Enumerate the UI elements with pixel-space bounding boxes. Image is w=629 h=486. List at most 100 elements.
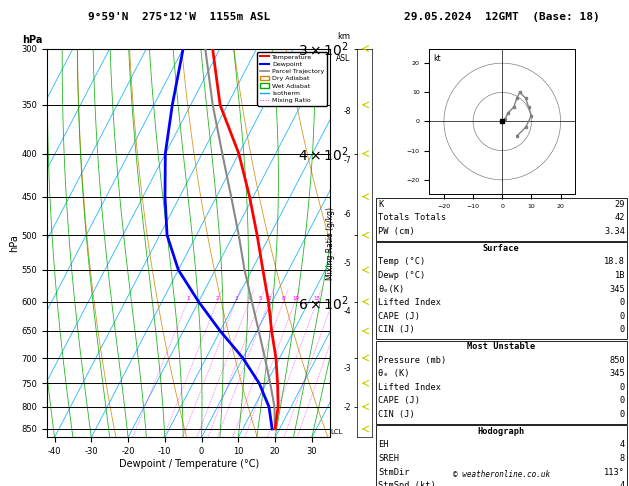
Dewpoint [161,194,169,200]
Text: Most Unstable: Most Unstable [467,342,535,351]
Dewpoint [265,404,273,410]
Dewpoint [255,380,263,386]
Line: Dewpoint: Dewpoint [165,49,272,429]
Text: 345: 345 [610,369,625,378]
Dewpoint [216,328,224,334]
Text: 3.34: 3.34 [604,227,625,236]
Text: 1: 1 [186,295,189,301]
Text: 6: 6 [267,295,271,301]
Text: 0: 0 [620,383,625,392]
Dewpoint [179,46,187,52]
Temperature [253,232,261,238]
Text: 8: 8 [620,454,625,463]
Dewpoint [269,426,276,432]
Text: -4: -4 [343,307,351,316]
Text: ASL: ASL [337,54,350,64]
Dewpoint [164,232,171,238]
Temperature [274,404,282,410]
Temperature [271,426,279,432]
Temperature [259,267,267,273]
Parcel Trajectory [235,232,243,238]
Text: 29: 29 [615,200,625,209]
Text: -7: -7 [343,156,351,165]
Dewpoint [195,299,203,305]
Text: -6: -6 [343,209,351,219]
Text: CIN (J): CIN (J) [378,325,415,334]
Text: CAPE (J): CAPE (J) [378,397,420,405]
Line: Temperature: Temperature [213,49,278,429]
Text: Temp (°C): Temp (°C) [378,257,425,266]
Text: 850: 850 [610,356,625,364]
Text: StmSpd (kt): StmSpd (kt) [378,481,436,486]
Parcel Trajectory [248,299,255,305]
Text: 10: 10 [292,295,299,301]
Text: -8: -8 [343,106,351,116]
Parcel Trajectory [270,404,278,410]
Parcel Trajectory [228,194,235,200]
Legend: Temperature, Dewpoint, Parcel Trajectory, Dry Adiabat, Wet Adiabat, Isotherm, Mi: Temperature, Dewpoint, Parcel Trajectory… [257,52,327,105]
Text: 1B: 1B [615,271,625,280]
Text: 29.05.2024  12GMT  (Base: 18): 29.05.2024 12GMT (Base: 18) [404,12,600,22]
Text: θₑ(K): θₑ(K) [378,284,404,294]
Text: km: km [337,32,350,41]
Text: -2: -2 [343,403,351,412]
Text: PW (cm): PW (cm) [378,227,415,236]
Text: 15: 15 [313,295,321,301]
Parcel Trajectory [218,151,226,156]
Text: 9°59'N  275°12'W  1155m ASL: 9°59'N 275°12'W 1155m ASL [88,12,270,22]
Parcel Trajectory [255,328,262,334]
Text: 18.8: 18.8 [604,257,625,266]
Text: kt: kt [434,54,442,64]
Text: Surface: Surface [483,243,520,253]
Text: 4: 4 [620,481,625,486]
Parcel Trajectory [267,380,274,386]
Text: 4: 4 [620,440,625,450]
Text: 2: 2 [216,295,220,301]
Line: Parcel Trajectory: Parcel Trajectory [205,49,275,429]
Temperature [209,46,216,52]
Temperature [272,355,280,361]
Text: θₑ (K): θₑ (K) [378,369,409,378]
Text: Hodograph: Hodograph [477,427,525,436]
Text: LCL: LCL [331,429,343,435]
Text: 0: 0 [620,397,625,405]
X-axis label: Dewpoint / Temperature (°C): Dewpoint / Temperature (°C) [119,459,259,469]
Text: 0: 0 [620,312,625,321]
Text: Lifted Index: Lifted Index [378,298,441,307]
Text: K: K [378,200,383,209]
Parcel Trajectory [261,355,269,361]
Dewpoint [239,355,247,361]
Text: CAPE (J): CAPE (J) [378,312,420,321]
Text: 0: 0 [620,410,625,419]
Temperature [246,194,253,200]
Text: © weatheronline.co.uk: © weatheronline.co.uk [453,469,550,479]
Text: Lifted Index: Lifted Index [378,383,441,392]
Temperature [274,380,281,386]
Y-axis label: hPa: hPa [9,234,19,252]
Text: 0: 0 [620,325,625,334]
Text: 4: 4 [248,295,251,301]
Text: Mixing Ratio (g/kg): Mixing Ratio (g/kg) [326,207,335,279]
Text: 8: 8 [282,295,286,301]
Parcel Trajectory [271,426,279,432]
Text: CIN (J): CIN (J) [378,410,415,419]
Text: SREH: SREH [378,454,399,463]
Text: Pressure (mb): Pressure (mb) [378,356,447,364]
Text: 0: 0 [620,298,625,307]
Text: 113°: 113° [604,468,625,477]
Text: Dewp (°C): Dewp (°C) [378,271,425,280]
Dewpoint [175,267,182,273]
Parcel Trajectory [201,46,209,52]
Temperature [265,299,272,305]
Text: hPa: hPa [21,35,42,45]
Text: -5: -5 [343,259,351,268]
Text: 5: 5 [259,295,262,301]
Parcel Trajectory [241,267,248,273]
Text: 42: 42 [615,213,625,223]
Parcel Trajectory [209,102,216,108]
Text: -3: -3 [343,364,351,373]
Text: 345: 345 [610,284,625,294]
Dewpoint [169,102,176,108]
Text: EH: EH [378,440,389,450]
Text: 3: 3 [234,295,238,301]
